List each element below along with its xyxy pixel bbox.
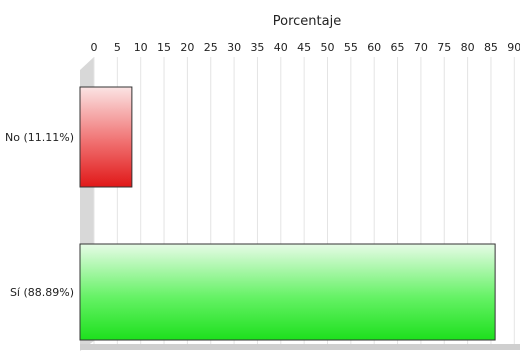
x-tick-label: 75 <box>437 41 451 54</box>
bar-1 <box>79 243 496 341</box>
x-tick-label: 55 <box>344 41 358 54</box>
bars <box>79 86 496 341</box>
category-labels: No (11.11%) Sí (88.89%) <box>5 131 74 299</box>
x-tick-label: 30 <box>227 41 241 54</box>
x-tick-label: 70 <box>414 41 428 54</box>
x-tick-label: 60 <box>367 41 381 54</box>
x-tick-label: 90 <box>507 41 520 54</box>
x-tick-label: 20 <box>180 41 194 54</box>
x-tick-label: 25 <box>204 41 218 54</box>
x-tick-label: 80 <box>461 41 475 54</box>
x-tick-label: 35 <box>250 41 264 54</box>
x-tick-label: 65 <box>391 41 405 54</box>
category-label: No (11.11%) <box>5 131 74 144</box>
x-tick-label: 0 <box>91 41 98 54</box>
x-tick-label: 50 <box>321 41 335 54</box>
x-tick-label: 45 <box>297 41 311 54</box>
x-tick-label: 5 <box>114 41 121 54</box>
x-tick-label: 40 <box>274 41 288 54</box>
bar-0 <box>79 86 133 188</box>
x-axis-ticks: 0 5 10 15 20 25 30 35 40 45 50 55 60 65 70 75 80 85 90 <box>91 41 520 54</box>
x-axis-title: Porcentaje <box>273 14 341 29</box>
x-tick-label: 85 <box>484 41 498 54</box>
x-tick-label: 15 <box>157 41 171 54</box>
category-label: Sí (88.89%) <box>10 286 74 299</box>
x-tick-label: 10 <box>134 41 148 54</box>
